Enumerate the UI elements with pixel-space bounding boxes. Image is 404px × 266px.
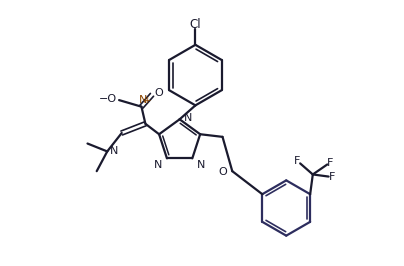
Text: N: N bbox=[110, 146, 118, 156]
Text: O: O bbox=[219, 167, 227, 177]
Text: F: F bbox=[295, 156, 301, 166]
Text: O: O bbox=[155, 88, 163, 98]
Text: N: N bbox=[184, 113, 193, 123]
Text: F: F bbox=[327, 158, 334, 168]
Text: Cl: Cl bbox=[189, 18, 201, 31]
Text: N: N bbox=[197, 160, 205, 170]
Text: N: N bbox=[154, 160, 162, 170]
Text: +: + bbox=[143, 96, 151, 105]
Text: −O: −O bbox=[99, 94, 117, 104]
Text: F: F bbox=[328, 172, 335, 182]
Text: N: N bbox=[139, 95, 147, 105]
